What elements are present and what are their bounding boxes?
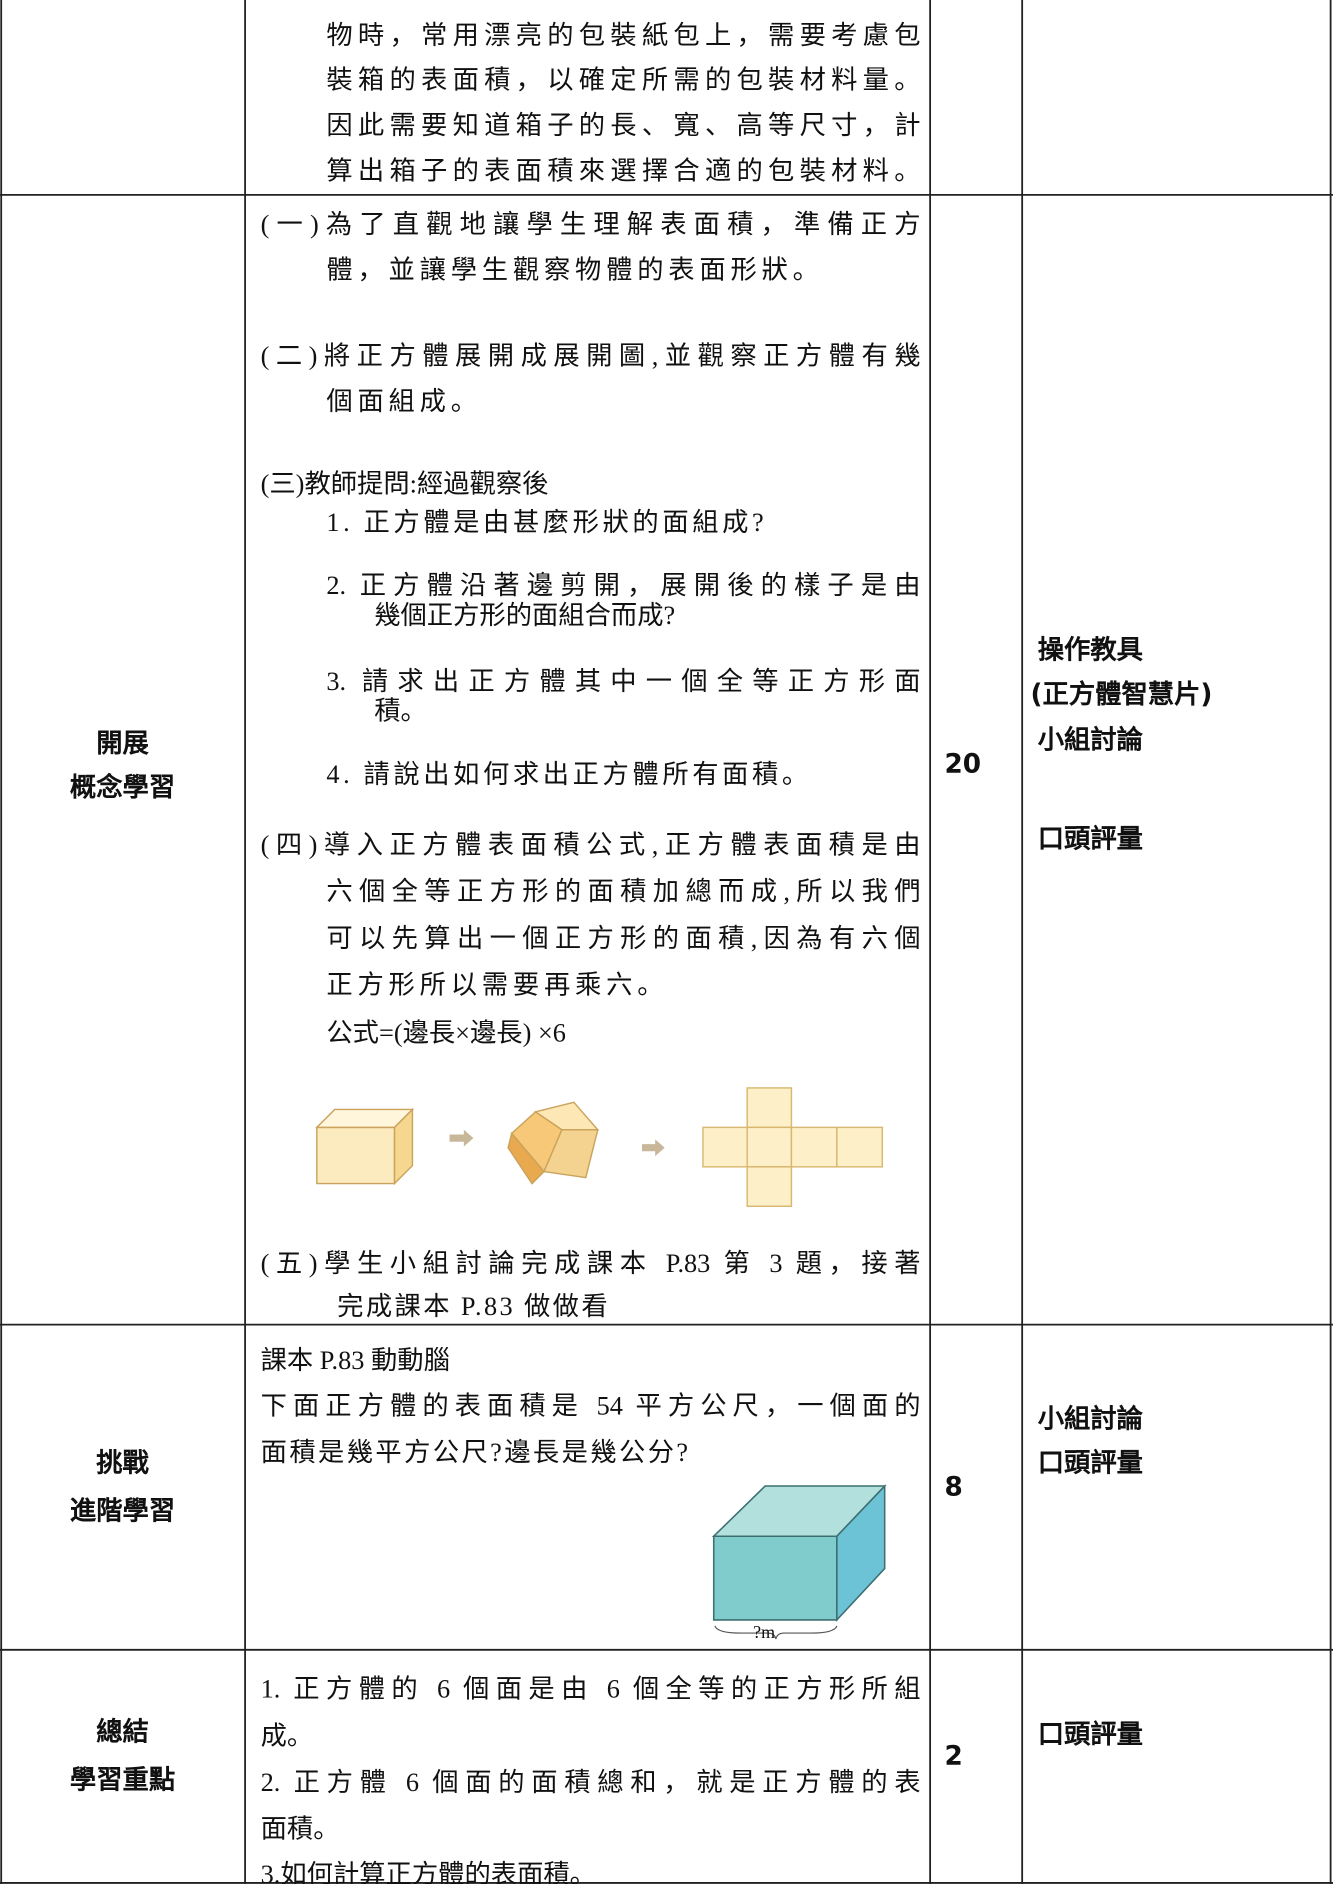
content-line: 完成課本 P.83 做做看 — [337, 1291, 611, 1322]
figure-label: ?m — [753, 1623, 776, 1643]
content-line: 2. 正方體 6 個面的面積總和，就是正方體的表 — [260, 1766, 921, 1797]
content-line: 課本 P.83 動動腦 — [260, 1344, 450, 1375]
content-line: 正方形所以需要再乘六。 — [326, 969, 669, 1000]
content-line: 1. 正方體是由甚麼形狀的面組成? — [326, 506, 768, 537]
content-line: 2. 正方體沿著邊剪開，展開後的樣子是由 — [326, 570, 921, 601]
stage-label: 總結 — [96, 1717, 149, 1748]
content-line: (三)教師提問:經過觀察後 — [260, 468, 549, 499]
content-line: 因此需要知道箱子的長、寬、高等尺寸，計 — [326, 109, 921, 140]
content-line: (一)為了直觀地讓學生理解表面積，準備正方 — [260, 209, 921, 240]
content-line: 幾個正方形的面組合而成? — [374, 600, 676, 631]
content-line: (四)導入正方體表面積公式,正方體表面積是由 — [260, 829, 921, 860]
content-line: 面積是幾平方公尺?邊長是幾公分? — [260, 1437, 691, 1467]
cube-unfold-figure — [315, 1087, 884, 1207]
method: 小組討論 — [1037, 1404, 1143, 1435]
content-line: 可以先算出一個正方形的面積,因為有六個 — [326, 922, 921, 953]
method: 小組討論 — [1037, 725, 1143, 756]
method: 口頭評量 — [1037, 1720, 1143, 1751]
content-line: 1. 正方體的 6 個面是由 6 個全等的正方形所組 — [260, 1673, 921, 1704]
content-line: 積。 — [374, 695, 427, 726]
minutes: 20 — [944, 749, 982, 780]
content-line: 算出箱子的表面積來選擇合適的包裝材料。 — [326, 155, 921, 186]
stage-label: 進階學習 — [69, 1496, 176, 1527]
content-line: 成。 — [260, 1720, 314, 1751]
content-line: 體，並讓學生觀察物體的表面形狀。 — [326, 254, 824, 285]
method: 口頭評量 — [1037, 1448, 1143, 1479]
content-line: 3. 請求出正方體其中一個全等正方形面 — [326, 665, 921, 696]
content-line: 下面正方體的表面積是 54 平方公尺，一個面的 — [260, 1390, 921, 1421]
stage-label: 學習重點 — [69, 1765, 176, 1796]
stage-label: 挑戰 — [96, 1448, 149, 1479]
content-line: 六個全等正方形的面積加總而成,所以我們 — [326, 876, 921, 907]
content-line: 3.如何計算正方體的表面積。 — [260, 1859, 596, 1884]
method: 口頭評量 — [1037, 824, 1143, 855]
minutes: 2 — [944, 1741, 963, 1772]
minutes: 8 — [944, 1472, 963, 1503]
content-line: 面積。 — [260, 1813, 340, 1844]
content-line: 裝箱的表面積，以確定所需的包裝材料量。 — [326, 64, 921, 95]
cube-figure — [711, 1484, 887, 1640]
content-line: 物時，常用漂亮的包裝紙包上，需要考慮包 — [326, 20, 921, 51]
method: 操作教具 — [1037, 636, 1143, 666]
stage-label: 概念學習 — [69, 773, 176, 804]
method: (正方體智慧片) — [1030, 680, 1213, 711]
content-line: (二)將正方體展開成展開圖,並觀察正方體有幾 — [260, 340, 921, 371]
content-line: 個面組成。 — [326, 386, 482, 417]
content-line: (五)學生小組討論完成課本 P.83 第 3 題，接著 — [260, 1248, 921, 1279]
stage-label: 開展 — [96, 729, 149, 760]
content-line: 公式=(邊長×邊長) ×6 — [326, 1017, 566, 1048]
content-line: 4. 請說出如何求出正方體所有面積。 — [326, 759, 812, 790]
